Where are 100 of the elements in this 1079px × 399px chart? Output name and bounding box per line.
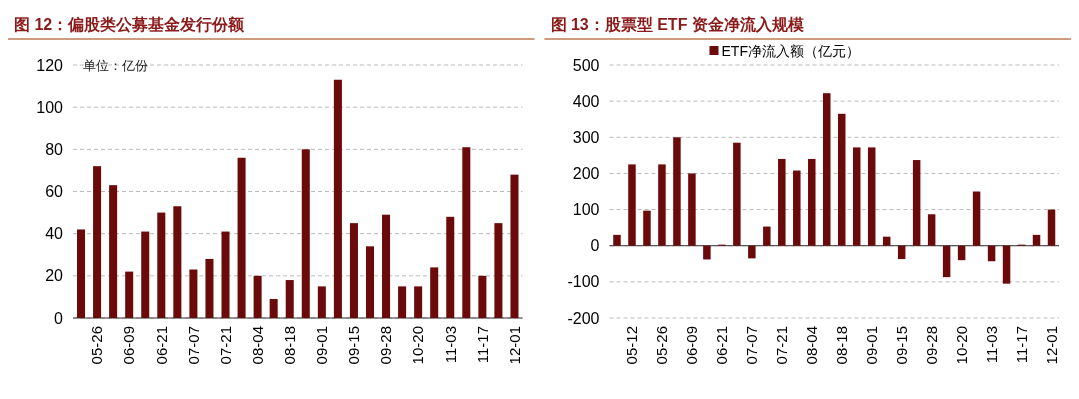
x-tick-label: 08-04 [803,326,821,365]
bar [269,299,278,318]
bar [763,226,771,246]
x-tick-label: 11-03 [982,326,1000,364]
x-tick-label: 09-01 [313,326,331,365]
bar [382,214,391,318]
y-tick-label: 0 [590,237,600,255]
x-tick-label: 11-17 [1012,326,1030,364]
y-tick-label: 40 [45,225,64,243]
x-tick-label: 09-15 [345,326,363,365]
bar [109,185,118,318]
y-tick-label: 120 [36,56,64,74]
y-tick-label: 100 [36,98,64,116]
x-tick-label: 09-01 [862,326,880,365]
y-tick-label: 300 [572,128,600,146]
x-tick-label: 06-09 [120,326,138,365]
y-tick-label: 80 [45,140,64,158]
y-tick-label: -200 [567,309,600,327]
bar [301,149,310,318]
y-tick-label: 60 [45,183,64,201]
bar [793,170,801,246]
bar [93,166,102,318]
bar [414,286,423,318]
x-tick-label: 09-28 [922,326,940,365]
bar [733,142,741,246]
bar [494,223,503,318]
bar [987,245,996,262]
bar [882,236,891,246]
bar [778,158,786,246]
x-tick-label: 07-21 [773,326,791,365]
bar [462,147,471,318]
bar [688,173,696,246]
bar [430,267,439,318]
bar [942,245,951,278]
bar [77,229,86,318]
x-tick-label: 11-17 [473,326,491,364]
x-tick-label: 12-01 [505,326,523,365]
x-tick-label: 10-20 [409,326,427,365]
x-tick-label: 12-01 [1042,326,1060,365]
bar [221,231,230,318]
x-tick-label: 10-20 [952,326,970,365]
annotation: 单位：亿份 [83,58,148,73]
y-tick-label: 400 [572,92,600,110]
bar [157,212,166,318]
y-tick-label: 20 [45,267,64,285]
bar [628,164,636,246]
bar [912,160,921,246]
bar [852,147,861,246]
x-tick-label: 06-21 [713,326,731,365]
chart-title: 图 13：股票型 ETF 资金净流入规模 [550,15,804,33]
x-tick-label: 08-18 [280,326,298,365]
x-tick-label: 06-09 [683,326,701,365]
legend-label: ETF净流入额（亿元） [721,42,860,59]
bar [673,137,681,246]
bar [365,246,374,318]
bar [205,258,214,318]
chart-title: 图 12：偏股类公募基金发行份额 [14,16,246,33]
x-tick-label: 07-21 [216,326,234,365]
bar [317,286,326,318]
x-tick-label: 05-12 [623,326,641,365]
bar [748,245,756,259]
bar [189,269,198,318]
y-tick-label: 100 [572,201,600,219]
bar [446,216,455,318]
y-tick-label: 500 [572,56,600,74]
x-tick-label: 05-26 [653,326,671,365]
x-tick-label: 09-28 [377,326,395,365]
bar [643,210,651,246]
bar [398,286,407,318]
bar [349,223,358,318]
x-tick-label: 11-03 [441,326,459,364]
x-tick-label: 09-15 [892,326,910,365]
bar [333,79,342,318]
bar [173,206,182,318]
y-tick-label: 0 [54,309,64,327]
bar [613,234,621,246]
bar [237,157,246,318]
bar [823,93,831,246]
bar [1002,245,1011,284]
bar [808,158,816,246]
bar [285,280,294,318]
bar [927,214,936,246]
x-tick-label: 06-21 [152,326,170,365]
bar [478,275,487,318]
x-tick-label: 07-07 [184,326,202,365]
x-tick-label: 08-04 [248,326,266,365]
bar [957,245,966,261]
x-tick-label: 08-18 [832,326,850,365]
bar [658,164,666,246]
bar [253,275,262,318]
bar [1047,209,1056,246]
bar [510,174,519,318]
bar [972,191,981,246]
bar [838,113,846,246]
bar [703,245,711,260]
bar [897,245,906,260]
y-tick-label: 200 [572,165,600,183]
y-tick-label: -100 [567,273,600,291]
bar [1032,234,1041,246]
x-tick-label: 07-07 [743,326,761,365]
